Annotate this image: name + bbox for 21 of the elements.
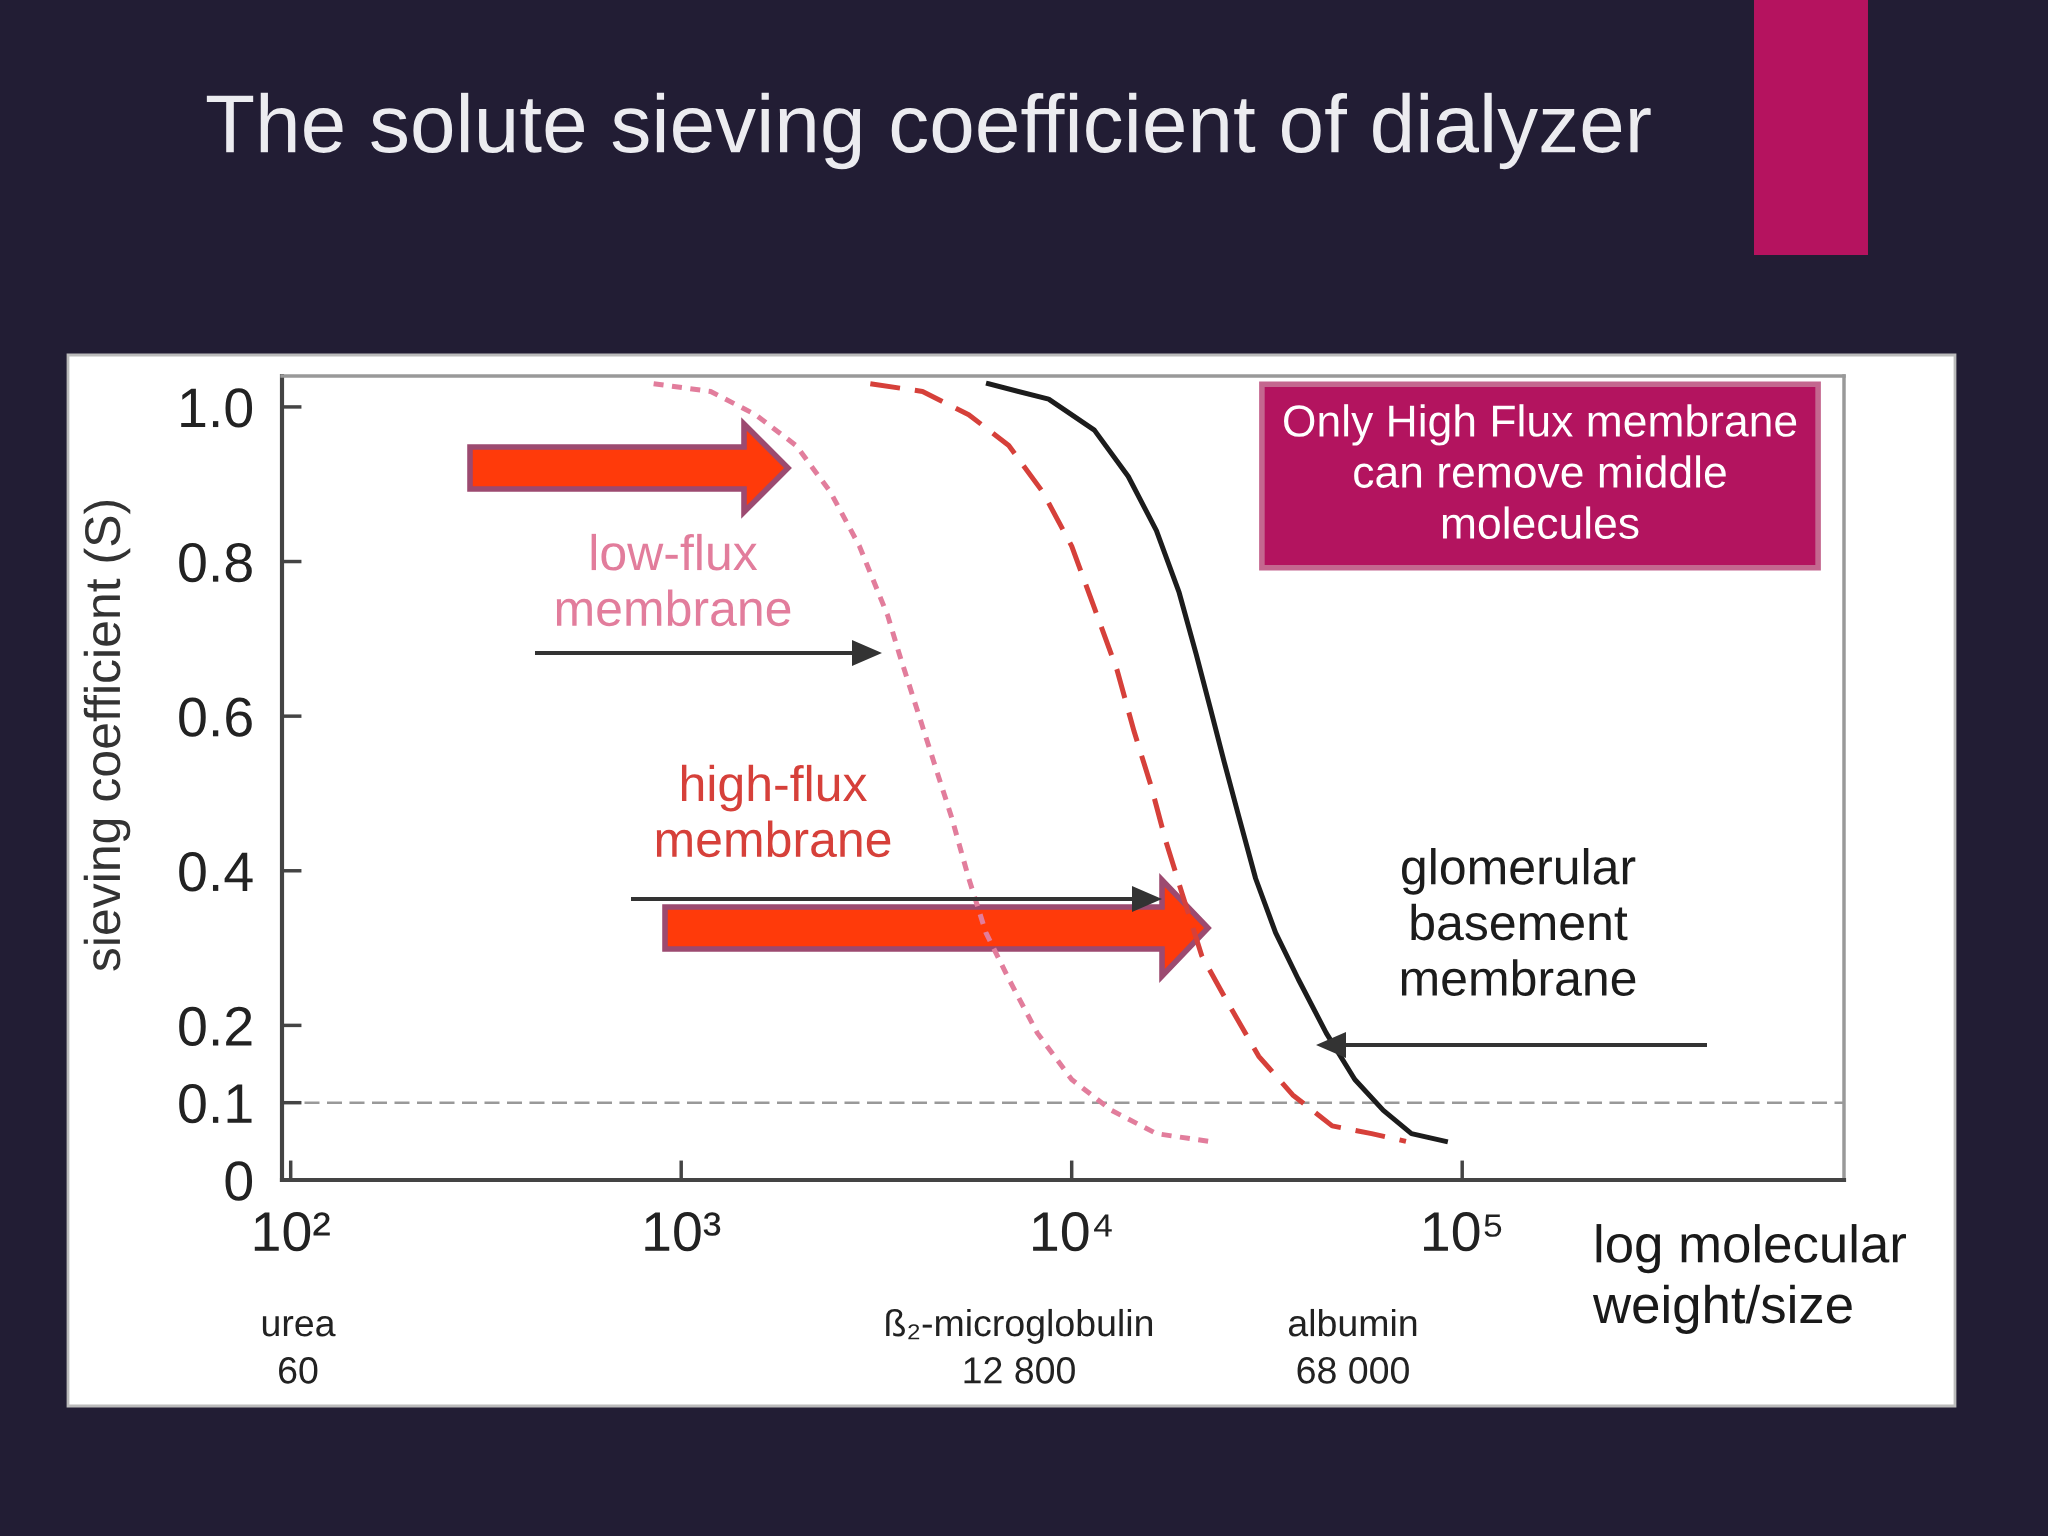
x-tick-label: 10⁴ xyxy=(1033,1212,1112,1252)
text: albumin 68 000 xyxy=(1288,1308,1417,1384)
x-tick-label: 10⁵ xyxy=(1424,1212,1502,1252)
y-tick-label: 0.1 xyxy=(179,1084,252,1124)
y-axis-title: sieving coefficient (S) xyxy=(83,500,131,971)
y-tick-label: 0.2 xyxy=(179,1006,252,1047)
annotation: Only High Flux membrane can remove middle molecules xyxy=(1284,404,1797,540)
y-tick-label: 0.8 xyxy=(179,542,252,583)
series-label: low-flux membrane xyxy=(556,533,791,627)
y-tick-label: 0.4 xyxy=(179,852,253,892)
text: urea 60 xyxy=(262,1315,336,1384)
y-tick-label: 0 xyxy=(225,1161,253,1201)
text: high-flux membrane xyxy=(656,764,891,858)
x-tick-label: 10³ xyxy=(645,1212,721,1252)
y-tick-label: 0.6 xyxy=(179,697,252,737)
x-tick-label: 10² xyxy=(254,1212,330,1252)
series-label: glomerular basement membrane xyxy=(1401,848,1636,997)
chart-title: The solute sieving coefficient of dialyzer xyxy=(206,92,1651,170)
text: ß₂-microglobulin 12 800 xyxy=(886,1308,1153,1384)
x-axis-title: log molecular weight/size xyxy=(1592,1224,1907,1334)
y-tick-label: 1.0 xyxy=(181,388,253,428)
